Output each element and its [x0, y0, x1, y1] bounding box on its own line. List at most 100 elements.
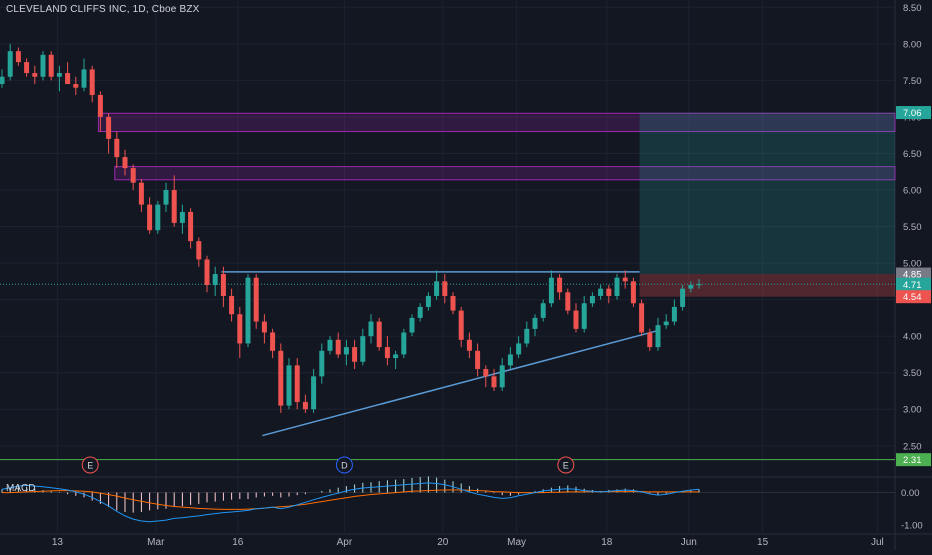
candle-body: [327, 339, 333, 351]
price-tick-label: 6.00: [903, 186, 922, 197]
candle-body: [56, 73, 62, 77]
time-tick-label: Apr: [337, 537, 353, 548]
candle-body: [622, 277, 628, 282]
candle-body: [147, 204, 153, 231]
price-tick-label: 6.50: [903, 149, 922, 160]
candle-body: [278, 350, 284, 406]
candle-body: [630, 281, 636, 304]
candle-body: [163, 190, 169, 205]
candle-body: [40, 54, 46, 77]
candle-body: [384, 347, 390, 359]
candle-body: [606, 288, 612, 296]
time-tick-label: Jul: [871, 537, 884, 548]
time-tick-label: Mar: [147, 537, 165, 548]
candle-body: [491, 376, 497, 388]
price-tick-label: 3.50: [903, 368, 922, 379]
candle-body: [548, 277, 554, 304]
candle-body: [557, 277, 563, 293]
candle-body: [540, 303, 546, 318]
price-tick-label: 5.00: [903, 259, 922, 270]
price-label-text: 4.71: [903, 280, 922, 291]
event-marker: [335, 456, 353, 474]
price-label-badge: [896, 453, 931, 467]
position-stop-zone: [639, 274, 895, 297]
price-label-badge: [896, 106, 931, 120]
candle-body: [0, 76, 5, 85]
candle-body: [130, 168, 136, 183]
candle-body: [458, 310, 464, 340]
candle-body: [589, 295, 595, 304]
candle-body: [524, 328, 530, 344]
time-tick-label: 18: [601, 537, 613, 548]
candle-body: [65, 73, 71, 85]
candle-body: [401, 332, 407, 355]
candle-body: [171, 190, 177, 223]
candle-body: [204, 259, 210, 285]
candle-body: [15, 51, 21, 63]
event-marker-label: D: [341, 461, 348, 471]
candle-body: [311, 376, 317, 410]
price-tick-label: 8.50: [903, 3, 922, 14]
candle-body: [614, 277, 620, 296]
time-tick-label: 13: [52, 537, 64, 548]
event-marker-label: E: [87, 461, 93, 471]
candle-body: [286, 365, 292, 406]
event-marker: [557, 456, 575, 474]
candle-body: [138, 182, 144, 205]
price-label-text: 4.85: [903, 270, 922, 281]
candle-body: [294, 365, 300, 402]
candle-body: [261, 321, 267, 333]
macd-tick-label: 0.00: [901, 488, 920, 499]
macd-tick-label: -1.00: [901, 520, 923, 531]
candle-body: [253, 277, 259, 322]
candle-body: [24, 62, 30, 74]
candle-body: [237, 314, 243, 344]
candle-body: [409, 317, 415, 333]
candle-body: [188, 211, 194, 242]
candle-body: [475, 350, 481, 370]
candle-body: [335, 339, 341, 355]
supply-zone: [114, 166, 896, 181]
candle-body: [376, 321, 382, 348]
candle-body: [417, 306, 423, 318]
price-label-text: 7.06: [903, 108, 922, 119]
time-tick-label: 16: [232, 537, 244, 548]
macd-label: MACD: [6, 483, 36, 494]
macd-line: [1, 482, 700, 523]
candle-body: [466, 339, 472, 351]
event-marker: [81, 456, 99, 474]
candle-body: [425, 295, 431, 307]
candle-body: [73, 84, 79, 88]
candle-body: [639, 303, 645, 333]
macd-signal-line: [2, 489, 699, 510]
candle-body: [155, 204, 161, 231]
candle-body: [368, 321, 374, 337]
candle-body: [319, 350, 325, 377]
candle-body: [352, 347, 358, 362]
candle-body: [81, 69, 87, 88]
candle-body: [7, 51, 13, 77]
candle-body: [565, 292, 571, 311]
support-trendline: [262, 330, 657, 437]
candle-body: [499, 365, 505, 388]
candle-body: [122, 157, 128, 169]
time-tick-label: May: [507, 537, 526, 548]
price-tick-label: 8.00: [903, 39, 922, 50]
candle-body: [270, 332, 276, 351]
candle-body: [532, 317, 538, 329]
candle-body: [97, 95, 103, 117]
price-label-badge: [896, 277, 931, 291]
candle-body: [220, 274, 226, 296]
candle-body: [245, 277, 251, 344]
candle-body: [671, 306, 677, 322]
candle-body: [647, 332, 653, 348]
price-tick-label: 5.50: [903, 222, 922, 233]
price-label-text: 4.54: [903, 292, 922, 303]
candle-body: [106, 116, 112, 139]
candle-body: [696, 284, 702, 286]
candle-body: [680, 288, 686, 307]
candle-body: [516, 343, 522, 355]
position-target-zone: [639, 112, 895, 275]
